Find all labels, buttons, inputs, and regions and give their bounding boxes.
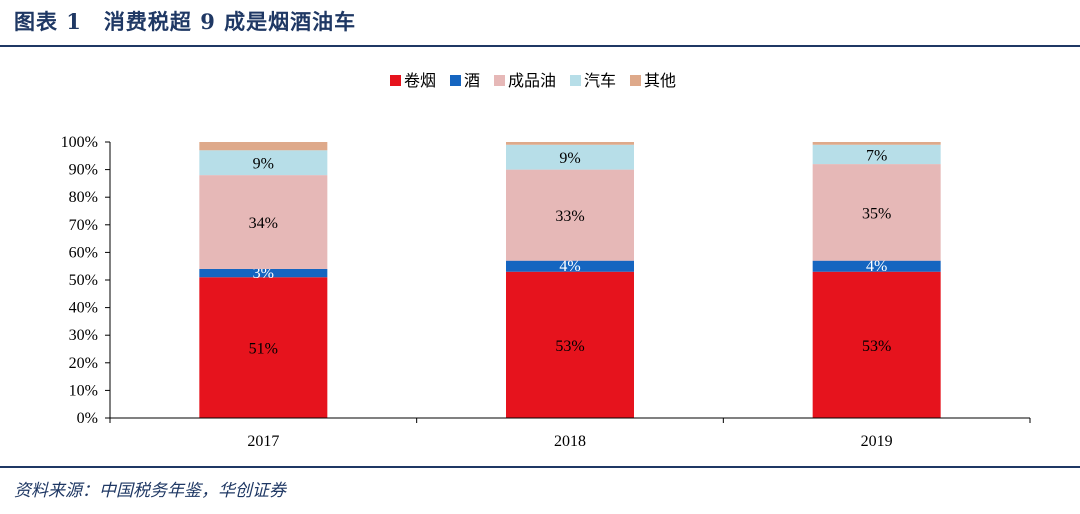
- legend-item-酒: 酒: [450, 72, 480, 90]
- data-label: 35%: [862, 205, 891, 222]
- x-tick-label: 2018: [554, 433, 586, 450]
- data-label: 34%: [249, 215, 278, 232]
- bars: 51% 3% 34% 9% 53% 4% 33% 9% 53% 4% 35% 7%: [199, 142, 941, 418]
- source-rule: [0, 466, 1080, 468]
- bar-group-2019: 53% 4% 35% 7%: [812, 142, 941, 418]
- bar-segment-其他: [506, 142, 634, 145]
- bar-group-2017: 51% 3% 34% 9%: [199, 142, 328, 418]
- data-label: 3%: [253, 265, 274, 282]
- data-label: 9%: [559, 150, 580, 167]
- y-tick-label: 100%: [61, 134, 98, 151]
- data-label: 53%: [862, 338, 891, 355]
- x-tick-label: 2017: [247, 433, 279, 450]
- y-tick-label: 30%: [69, 327, 98, 344]
- bar-group-2018: 53% 4% 33% 9%: [506, 142, 634, 418]
- legend-swatch: [494, 75, 505, 86]
- y-tick-label: 0%: [77, 410, 98, 427]
- y-tick-label: 90%: [69, 162, 98, 179]
- legend-item-汽车: 汽车: [570, 72, 616, 90]
- bar-segment-汽车: [812, 144, 941, 165]
- legend-label: 酒: [464, 72, 480, 90]
- bar-segment-酒: [812, 260, 941, 272]
- y-tick-label: 80%: [69, 189, 98, 206]
- bar-segment-其他: [199, 142, 328, 151]
- bar-segment-酒: [199, 268, 328, 278]
- bar-segment-卷烟: [812, 271, 941, 418]
- legend-item-成品油: 成品油: [494, 72, 556, 90]
- x-tick-label: 2019: [861, 433, 893, 450]
- data-label: 4%: [559, 258, 580, 275]
- data-label: 53%: [555, 338, 584, 355]
- title-rule: [0, 45, 1080, 47]
- data-label: 51%: [249, 341, 278, 358]
- source-note: 资料来源：中国税务年鉴，华创证券: [14, 481, 286, 501]
- bar-segment-成品油: [812, 164, 941, 261]
- bar-segment-汽车: [506, 144, 634, 170]
- legend-label: 汽车: [584, 72, 616, 90]
- legend-swatch: [570, 75, 581, 86]
- bar-segment-成品油: [199, 175, 328, 269]
- bar-segment-成品油: [506, 169, 634, 261]
- bar-segment-汽车: [199, 150, 328, 176]
- bar-segment-卷烟: [506, 271, 634, 418]
- legend-label: 其他: [644, 72, 676, 90]
- legend-swatch: [630, 75, 641, 86]
- legend-swatch: [390, 75, 401, 86]
- data-label: 9%: [253, 156, 274, 173]
- bar-segment-卷烟: [199, 277, 328, 418]
- legend-label: 卷烟: [404, 72, 436, 90]
- legend: 卷烟 酒 成品油 汽车 其他: [390, 72, 676, 90]
- bar-segment-其他: [812, 142, 941, 145]
- legend-label: 成品油: [508, 72, 556, 90]
- y-tick-label: 70%: [69, 217, 98, 234]
- legend-swatch: [450, 75, 461, 86]
- y-tick-label: 10%: [69, 382, 98, 399]
- y-tick-label: 20%: [69, 355, 98, 372]
- legend-item-其他: 其他: [630, 72, 676, 90]
- data-label: 4%: [866, 258, 887, 275]
- y-tick-label: 60%: [69, 244, 98, 261]
- y-tick-label: 40%: [69, 300, 98, 317]
- y-tick-label: 50%: [69, 272, 98, 289]
- axes: 0% 10% 20% 30% 40% 50% 60% 70% 80% 90% 100% 2017 201…: [61, 134, 1031, 450]
- data-label: 33%: [555, 208, 584, 225]
- legend-item-卷烟: 卷烟: [390, 72, 436, 90]
- figure-title: 图表 1 消费税超 9 成是烟酒油车: [14, 9, 357, 34]
- bar-segment-酒: [506, 260, 634, 272]
- stacked-bar-chart: 卷烟 酒 成品油 汽车 其他 51% 3% 34% 9% 53% 4% 33% 9% 53% 4% 35% 7…: [61, 72, 1031, 450]
- data-label: 7%: [866, 147, 887, 164]
